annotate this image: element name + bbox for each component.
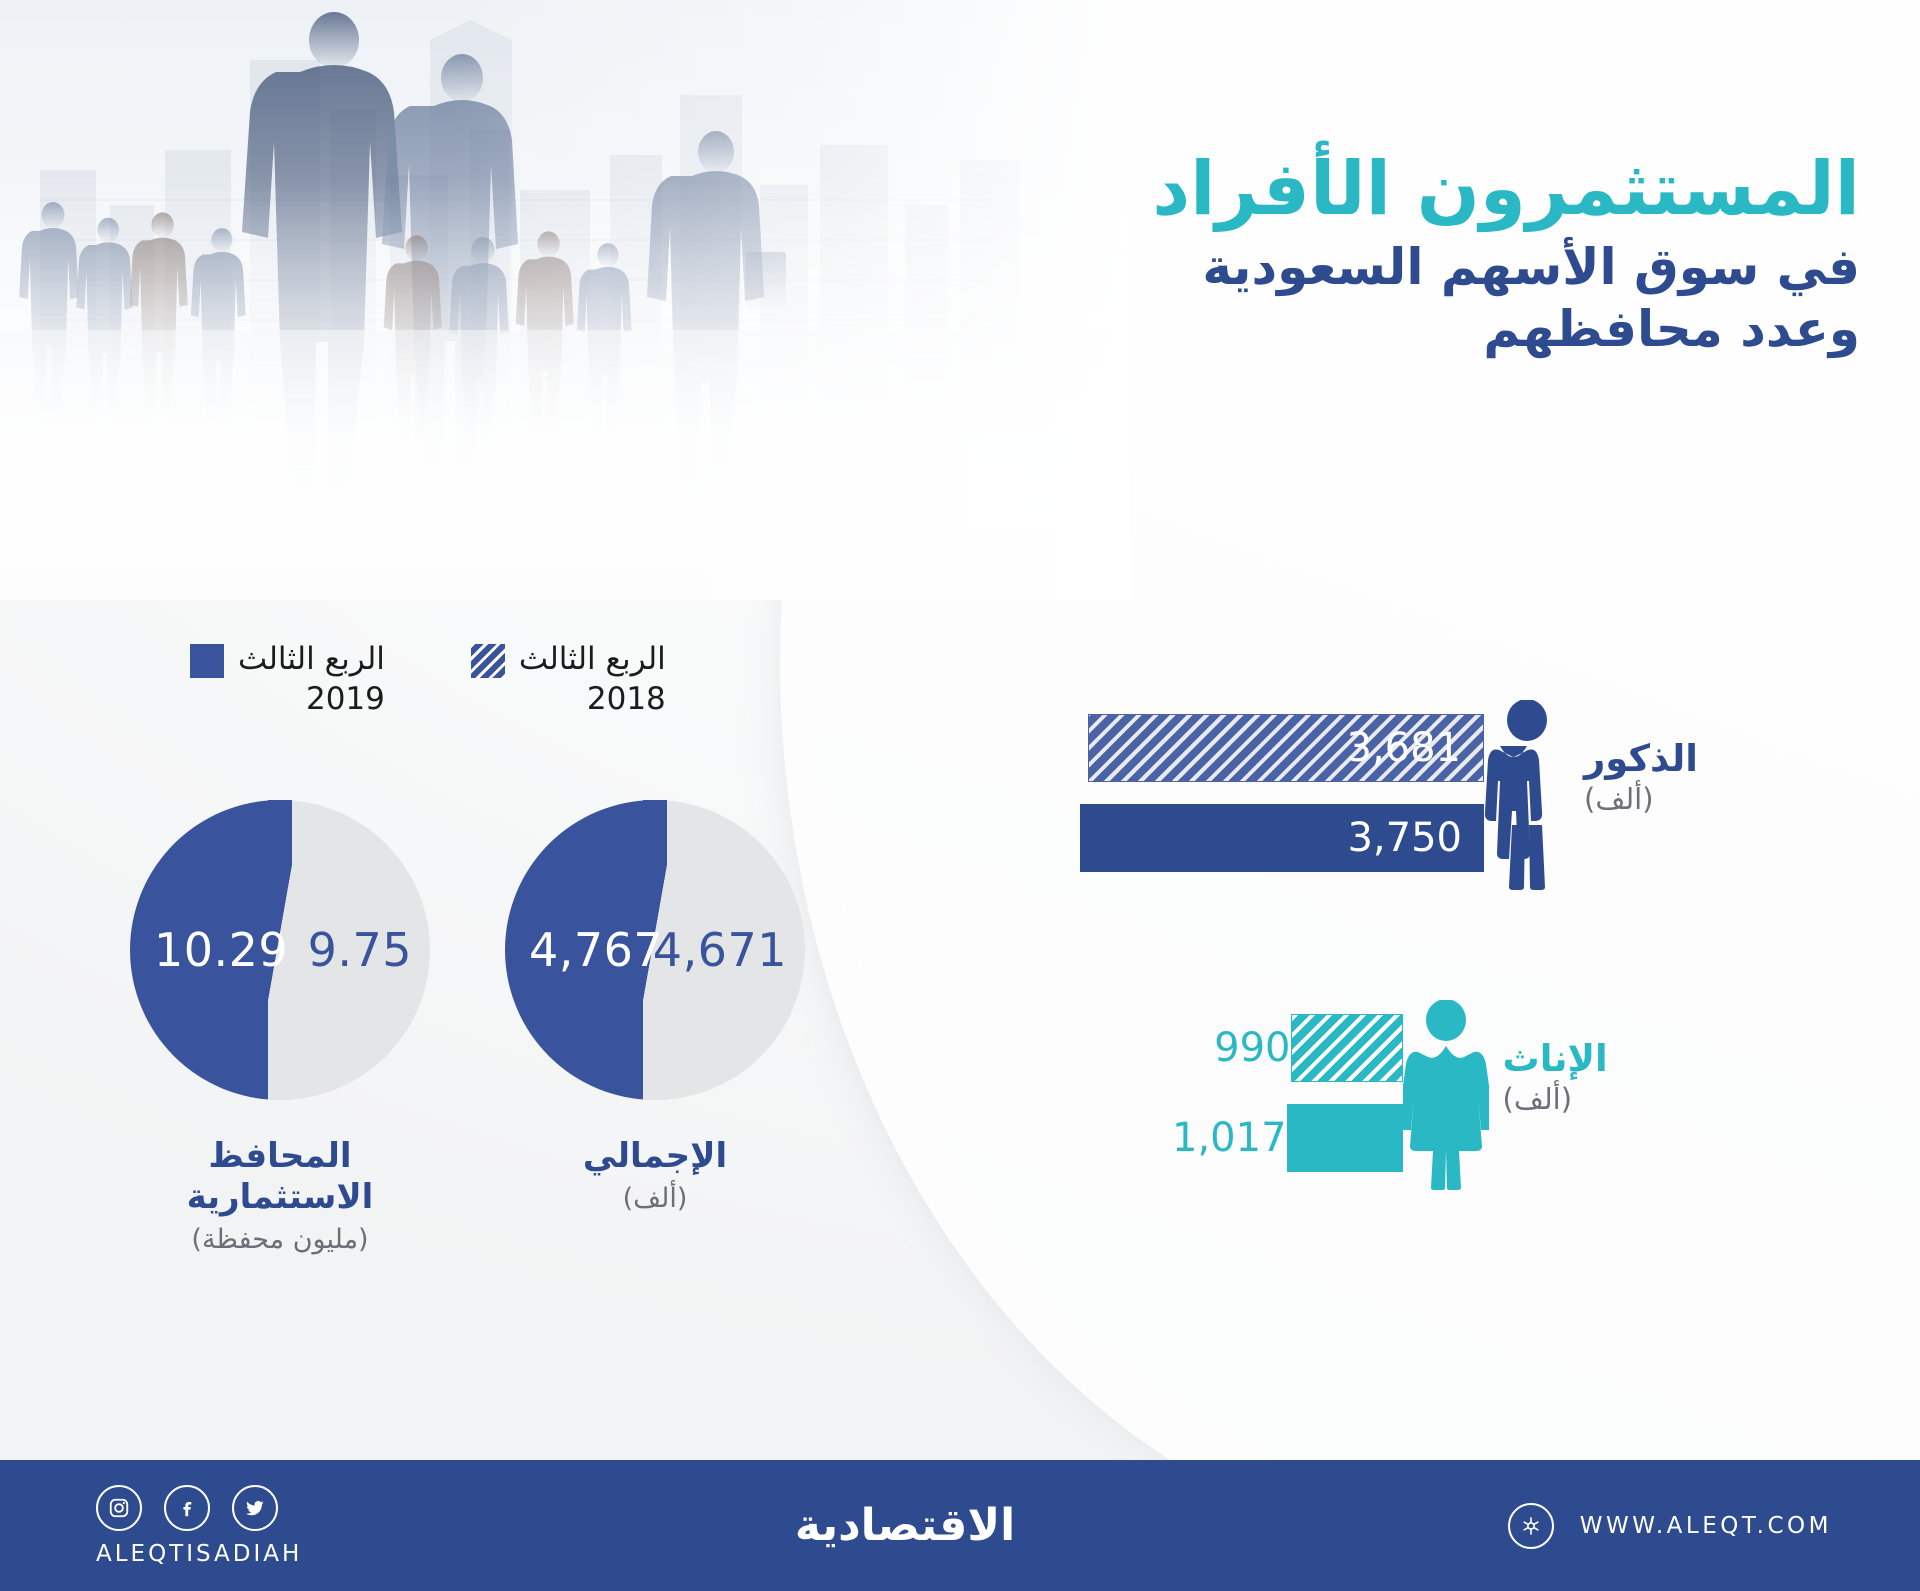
gender-label-females: الإناث (ألف) [1503,1000,1693,1119]
chart-legend: الربع الثالث 2019 الربع الثالث 2018 [190,640,666,719]
legend-label-2019: الربع الثالث 2019 [238,640,385,719]
pie-divider [268,800,292,1100]
social-links [96,1484,278,1531]
legend-item-2019: الربع الثالث 2019 [190,640,385,719]
bar-females-2019 [1286,1104,1403,1172]
bar-line-females-2018: 990 [1150,1014,1403,1082]
bar-value-females-2019: 1,017 [1172,1115,1287,1161]
pie-caption-unit: (مليون محفظة) [191,1223,369,1255]
pie-caption-unit: (ألف) [622,1182,688,1214]
gender-label-males: الذكور (ألف) [1584,700,1774,819]
bars-males: 3,681 3,750 [1080,700,1484,872]
pie-caption-investment-portfolios: المحافظ الاستثمارية (مليون محفظة) [115,1136,445,1255]
pie-chart-total-investors: 4,767 4,671 [505,800,805,1100]
legend-year-text: 2018 [586,680,666,717]
pie-block-total-investors: 4,767 4,671 الإجمالي (ألف) [490,800,820,1214]
pie-chart-investment-portfolios: 10.29 9.75 [130,800,430,1100]
legend-label-2018: الربع الثالث 2018 [519,640,666,719]
pie-value-2018: 4,671 [652,923,787,977]
headline-block: المستثمرون الأفراد في سوق الأسهم السعودي… [1040,146,1861,360]
aleqt-mark-icon[interactable] [1507,1502,1554,1549]
gender-unit-text: (ألف) [1502,1082,1573,1117]
bar-line-females-2019: 1,017 [1150,1104,1403,1172]
legend-item-2018: الربع الثالث 2018 [470,640,666,719]
pie-caption-total-investors: الإجمالي (ألف) [490,1136,820,1214]
brand-logo-text: الاقتصادية [794,1500,1016,1551]
bar-line-males-2019: 3,750 [1080,804,1484,872]
legend-label-text: الربع الثالث [238,641,385,677]
bar-females-2018 [1290,1014,1403,1082]
footer-bar: ALEQTISADIAH الاقتصادية WWW.ALEQT.COM [0,1460,1920,1591]
pie-block-investment-portfolios: 10.29 9.75 المحافظ الاستثمارية (مليون مح… [115,800,445,1255]
facebook-icon[interactable] [164,1484,210,1531]
footer-handle: ALEQTISADIAH [96,1540,303,1567]
female-figure-icon [1397,999,1494,1194]
gender-group-males: الذكور (ألف) 3,681 [1080,699,1790,894]
bar-value-males-2019: 3,750 [1347,815,1462,861]
legend-swatch-hatched-icon [470,644,505,678]
footer-center-block: الاقتصادية [302,1500,1507,1551]
bar-males-2018: 3,681 [1088,714,1484,782]
bar-value-males-2018: 3,681 [1346,725,1461,771]
page-subtitle-line1: في سوق الأسهم السعودية [1202,237,1860,296]
page-subtitle-line2: وعدد محافظهم [1483,299,1860,358]
gender-label-text: الإناث [1502,1037,1608,1080]
instagram-icon[interactable] [96,1484,142,1531]
pie-caption-title: المحافظ الاستثمارية [186,1136,374,1217]
legend-label-text: الربع الثالث [518,641,666,677]
bar-line-males-2018: 3,681 [1080,714,1484,782]
twitter-icon[interactable] [232,1484,278,1531]
pie-value-2018: 9.75 [307,923,412,977]
page-title: المستثمرون الأفراد [1152,146,1861,232]
pie-divider [643,800,667,1100]
pie-chart-section: 10.29 9.75 المحافظ الاستثمارية (مليون مح… [95,800,815,1300]
bar-males-2019: 3,750 [1080,804,1484,872]
bar-value-females-2018: 990 [1214,1025,1291,1071]
footer-website-url[interactable]: WWW.ALEQT.COM [1579,1512,1832,1539]
legend-swatch-solid-icon [190,644,224,678]
gender-unit-text: (ألف) [1584,782,1654,817]
male-figure-icon [1484,699,1570,894]
gender-group-females: الإناث (ألف) 990 [1150,999,1709,1194]
gender-label-text: الذكور [1584,737,1698,780]
hero-crowd-image [0,0,1130,600]
pie-caption-title: الإجمالي [582,1136,728,1176]
footer-left-block: ALEQTISADIAH [0,1484,303,1567]
pie-value-2019: 4,767 [529,923,664,977]
footer-right-block: WWW.ALEQT.COM [1507,1502,1920,1549]
legend-year-text: 2019 [305,680,385,717]
pie-value-2019: 10.29 [154,923,289,977]
bars-females: 990 1,017 [1150,1000,1403,1172]
